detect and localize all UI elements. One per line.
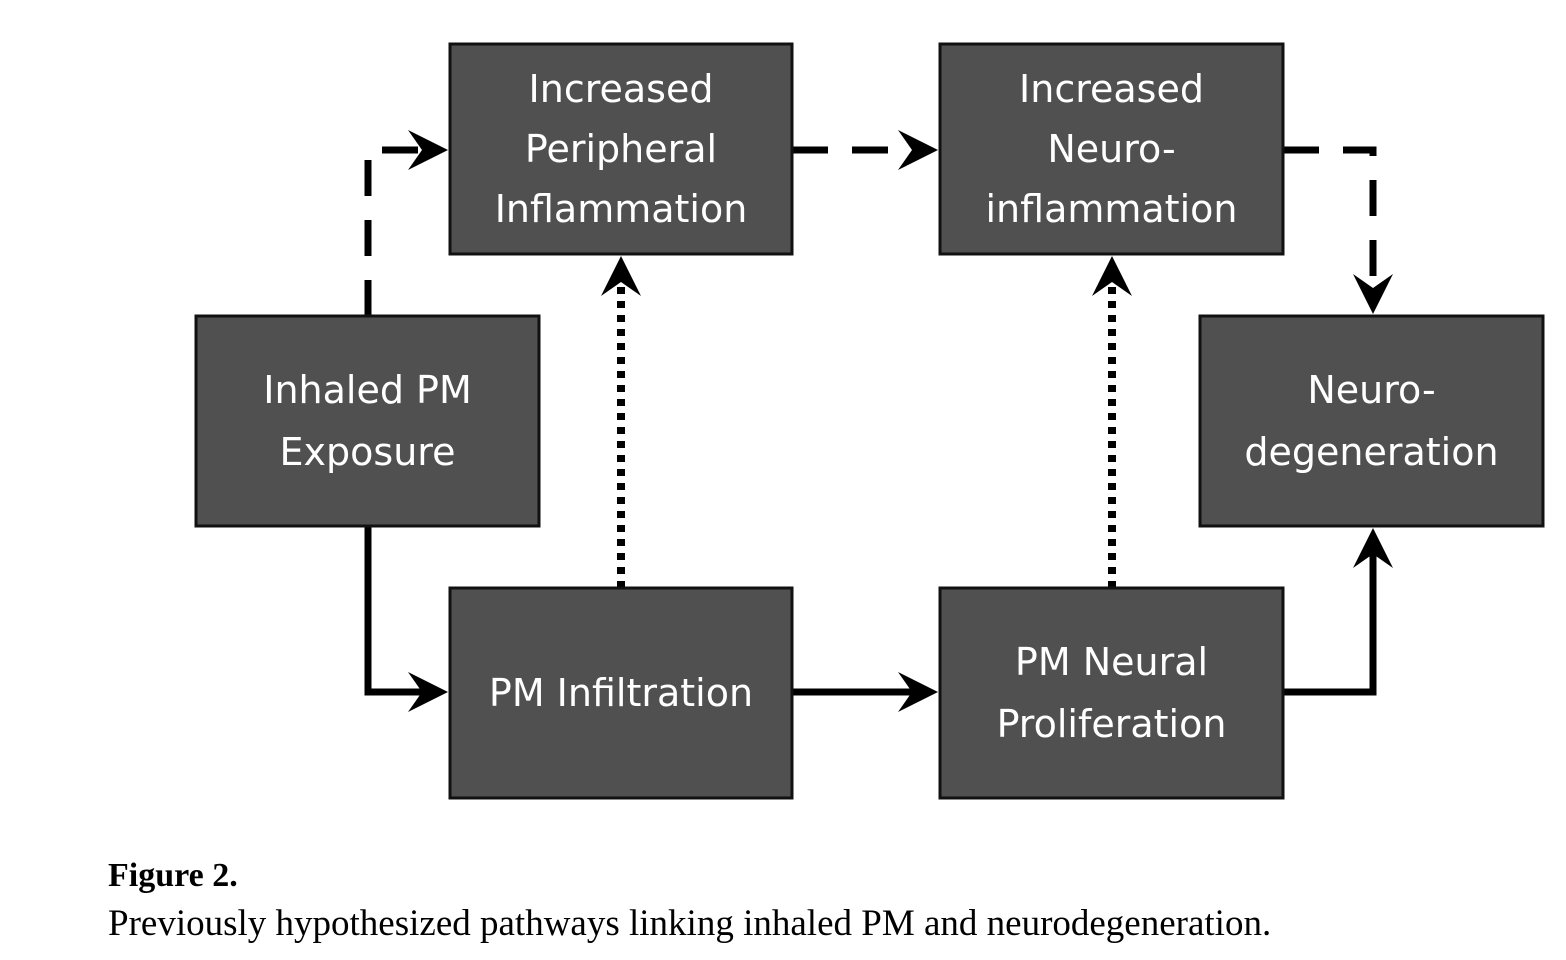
nodes-layer: Inhaled PM Exposure Increased Peripheral Inf… (194, 42, 1545, 800)
edge-line (1283, 146, 1377, 288)
edge-inhaled-to-infiltration (364, 526, 448, 712)
node-peripheral: Increased Peripheral Inflammation (448, 42, 794, 256)
arrowhead-icon (408, 130, 448, 170)
node-label-line: PM Neural (1015, 640, 1208, 684)
node-box (938, 42, 1285, 256)
edge-neuroinflammation-to-neurodegeneration (1283, 146, 1393, 314)
arrowhead-icon (1092, 256, 1132, 296)
edge-infiltration-to-proliferation (792, 672, 938, 712)
node-box (194, 314, 541, 528)
node-inhaled: Inhaled PM Exposure (194, 314, 541, 528)
node-label-line: Neuro- (1307, 368, 1435, 412)
node-label-line: Exposure (280, 430, 456, 474)
figure-caption-text: Previously hypothesized pathways linking… (108, 903, 1272, 944)
edge-line (364, 526, 422, 696)
node-label-line: Neuro- (1047, 127, 1175, 171)
node-proliferation: PM Neural Proliferation (938, 586, 1285, 800)
edge-inhaled-to-peripheral (364, 130, 448, 316)
node-label-line: Inflammation (495, 187, 748, 231)
node-label-line: degeneration (1244, 430, 1498, 474)
arrowhead-icon (601, 256, 641, 296)
edges-layer (364, 130, 1393, 712)
node-label-line: Inhaled PM (263, 368, 472, 412)
arrowhead-icon (898, 130, 938, 170)
node-label-line: Proliferation (997, 702, 1227, 746)
node-label-line: Increased (1019, 67, 1204, 111)
node-label-line: Increased (529, 67, 714, 111)
node-box (938, 586, 1285, 800)
arrowhead-icon (1353, 274, 1393, 314)
node-neurodegeneration: Neuro-degeneration (1198, 314, 1545, 528)
edge-line (1283, 554, 1377, 696)
edge-infiltration-to-peripheral (601, 256, 641, 588)
node-label-line: inflammation (986, 187, 1238, 231)
node-box (448, 586, 794, 800)
edge-proliferation-to-neurodegeneration (1283, 528, 1393, 696)
node-box (448, 42, 794, 256)
arrowhead-icon (898, 672, 938, 712)
node-infiltration: PM Infiltration (448, 586, 794, 800)
edge-line (364, 146, 422, 316)
node-label-line: PM Infiltration (489, 671, 753, 715)
edge-peripheral-to-neuroinflammation (792, 130, 938, 170)
node-box (1198, 314, 1545, 528)
node-neuroinflammation: Increased Neuro-inflammation (938, 42, 1285, 256)
arrowhead-icon (1353, 528, 1393, 568)
figure-caption-title: Figure 2. (108, 857, 238, 894)
edge-proliferation-to-neuroinflammation (1092, 256, 1132, 588)
node-label-line: Peripheral (525, 127, 717, 171)
arrowhead-icon (408, 672, 448, 712)
